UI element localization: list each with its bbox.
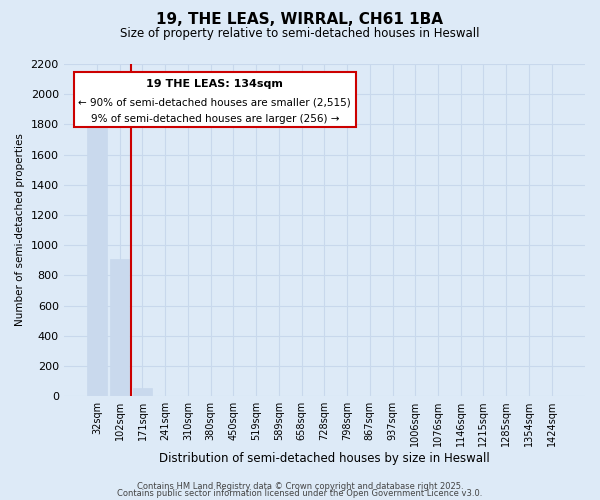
FancyBboxPatch shape [74,72,356,127]
X-axis label: Distribution of semi-detached houses by size in Heswall: Distribution of semi-detached houses by … [159,452,490,465]
Bar [110,260,130,396]
Text: Contains public sector information licensed under the Open Government Licence v3: Contains public sector information licen… [118,490,482,498]
Text: Size of property relative to semi-detached houses in Heswall: Size of property relative to semi-detach… [120,28,480,40]
Bar [88,120,107,396]
Bar [133,388,152,396]
Y-axis label: Number of semi-detached properties: Number of semi-detached properties [15,134,25,326]
Text: 19 THE LEAS: 134sqm: 19 THE LEAS: 134sqm [146,80,283,90]
Text: 9% of semi-detached houses are larger (256) →: 9% of semi-detached houses are larger (2… [91,114,339,124]
Text: Contains HM Land Registry data © Crown copyright and database right 2025.: Contains HM Land Registry data © Crown c… [137,482,463,491]
Text: 19, THE LEAS, WIRRAL, CH61 1BA: 19, THE LEAS, WIRRAL, CH61 1BA [157,12,443,28]
Text: ← 90% of semi-detached houses are smaller (2,515): ← 90% of semi-detached houses are smalle… [79,98,351,108]
